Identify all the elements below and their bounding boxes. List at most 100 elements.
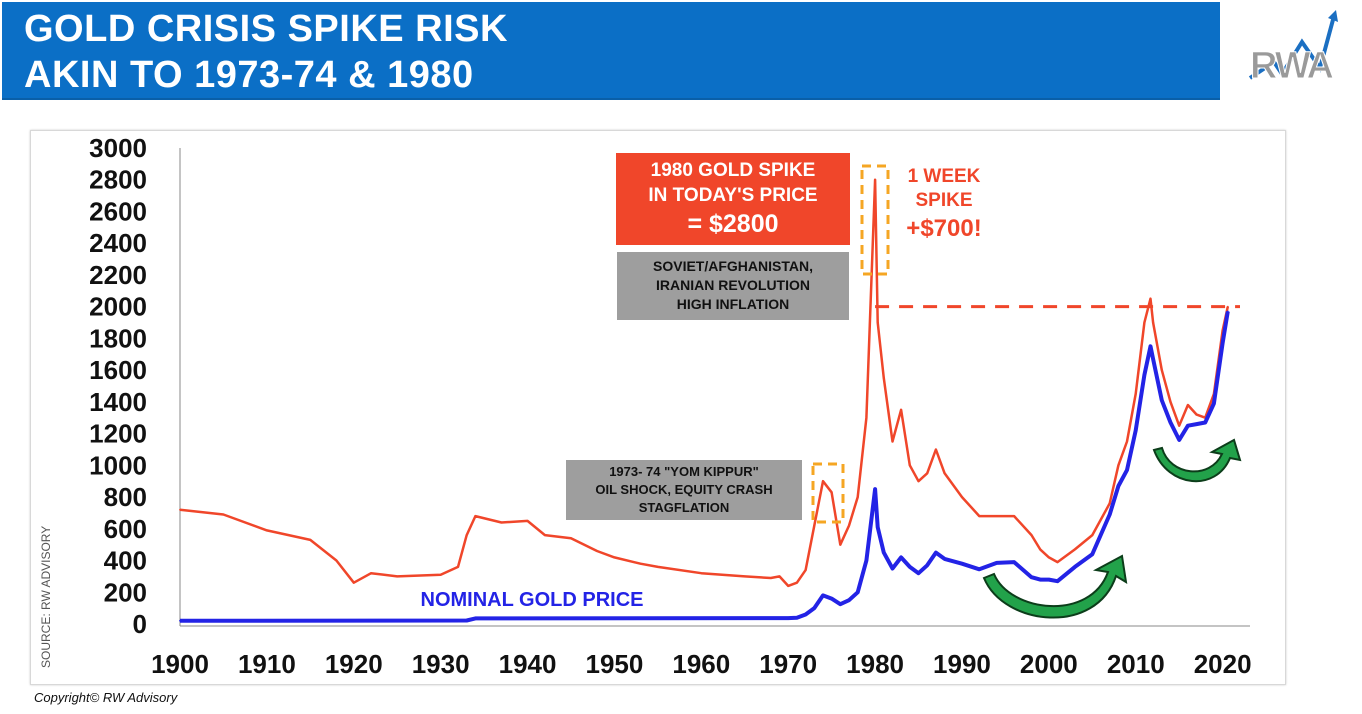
y-tick-label: 400 [104, 546, 147, 576]
y-tick-label: 800 [104, 482, 147, 512]
data-point [613, 556, 616, 559]
data-point [1178, 439, 1181, 441]
data-point [978, 515, 981, 517]
data-point [1226, 310, 1229, 313]
data-point [1126, 440, 1128, 443]
data-point [474, 515, 477, 517]
data-point [1126, 469, 1128, 471]
highlight-1980-spike [860, 164, 890, 276]
green-arrow-icon [982, 554, 1128, 619]
data-point [1160, 399, 1163, 402]
data-point [1074, 548, 1076, 551]
data-point [1039, 578, 1042, 581]
data-point [179, 619, 181, 622]
data-point [822, 480, 824, 483]
data-point [900, 556, 902, 559]
y-tick-label: 2800 [89, 165, 147, 195]
data-point [639, 562, 642, 565]
data-point [995, 562, 998, 564]
data-point [935, 551, 937, 554]
chart-annotations: 1980 GOLD SPIKE IN TODAY'S PRICE = $2800… [39, 153, 1242, 668]
data-point [544, 534, 546, 536]
data-point [830, 597, 833, 600]
data-point [908, 464, 911, 467]
data-point [474, 617, 477, 620]
data-point [943, 472, 946, 475]
data-point [700, 572, 703, 575]
data-point [856, 496, 859, 498]
rwa-logo: RWA [1222, 2, 1360, 98]
y-tick-label: 2200 [89, 260, 147, 290]
data-point [1187, 424, 1189, 427]
y-tick-label: 3000 [89, 133, 147, 163]
trough-arrow-2015 [1152, 438, 1242, 482]
data-point [926, 564, 929, 567]
title-banner: GOLD CRISIS SPIKE RISK AKIN TO 1973-74 &… [2, 2, 1220, 100]
data-point [1143, 374, 1146, 376]
y-tick-label: 1200 [89, 419, 147, 449]
data-point [1149, 345, 1152, 348]
data-point [804, 613, 807, 616]
data-point [465, 619, 468, 622]
y-tick-label: 1800 [89, 323, 147, 353]
data-point [961, 562, 963, 565]
data-point [500, 521, 503, 524]
copyright-notice: Copyright© RW Advisory [34, 690, 178, 705]
crisis-1980-line-2: IRANIAN REVOLUTION [656, 277, 810, 293]
data-point [961, 496, 963, 498]
data-point [876, 526, 879, 529]
data-point [743, 575, 746, 578]
y-tick-label: 2000 [89, 292, 147, 322]
data-point [1195, 413, 1198, 416]
chart-axes: 0200400600800100012001400160018002000220… [89, 133, 1251, 679]
data-point [813, 607, 816, 609]
data-point [900, 408, 902, 411]
data-point [1134, 429, 1137, 432]
data-point [1213, 402, 1215, 405]
y-tick-label: 2600 [89, 196, 147, 226]
rwa-logo-graphic: RWA [1248, 10, 1338, 88]
data-point [874, 178, 876, 181]
logo-text: RWA [1250, 45, 1334, 87]
data-point [926, 472, 929, 475]
data-point [1160, 369, 1163, 371]
data-point [882, 377, 885, 379]
data-point [796, 616, 798, 619]
crisis-1973-line-3: STAGFLATION [639, 500, 730, 515]
data-point [1152, 321, 1154, 324]
data-point [839, 603, 842, 606]
y-tick-label: 1000 [89, 450, 147, 480]
data-point [1169, 421, 1172, 424]
x-tick-label: 1900 [151, 649, 209, 679]
data-point [396, 575, 399, 578]
green-arrow-icon [1152, 438, 1242, 482]
data-point [813, 524, 816, 527]
x-tick-label: 1910 [238, 649, 296, 679]
x-tick-label: 1940 [499, 649, 557, 679]
page-title: GOLD CRISIS SPIKE RISK AKIN TO 1973-74 &… [24, 6, 508, 98]
data-point [822, 594, 824, 597]
data-point [1134, 393, 1137, 395]
data-point [1030, 576, 1033, 579]
data-point [848, 524, 850, 527]
crisis-1980-line-1: SOVIET/AFGHANISTAN, [653, 258, 813, 274]
data-point [769, 577, 772, 579]
y-tick-label: 0 [133, 609, 147, 639]
x-tick-label: 1920 [325, 649, 383, 679]
data-point [570, 537, 572, 540]
title-line-2: AKIN TO 1973-74 & 1980 [24, 54, 474, 96]
data-point [526, 520, 529, 522]
highlight-1973-spike [811, 462, 845, 524]
data-point [876, 321, 879, 324]
logo-arrowhead [1328, 10, 1338, 22]
trough-arrow-2000 [982, 554, 1128, 619]
data-point [935, 448, 937, 451]
data-point [908, 566, 911, 568]
data-point [839, 543, 842, 546]
week-spike-line-3: +$700! [906, 215, 981, 242]
chart-series [179, 178, 1240, 623]
data-point [1108, 513, 1111, 516]
data-point [1056, 580, 1059, 583]
data-point [1048, 578, 1050, 581]
crisis-1973-line-2: OIL SHOCK, EQUITY CRASH [595, 482, 772, 497]
